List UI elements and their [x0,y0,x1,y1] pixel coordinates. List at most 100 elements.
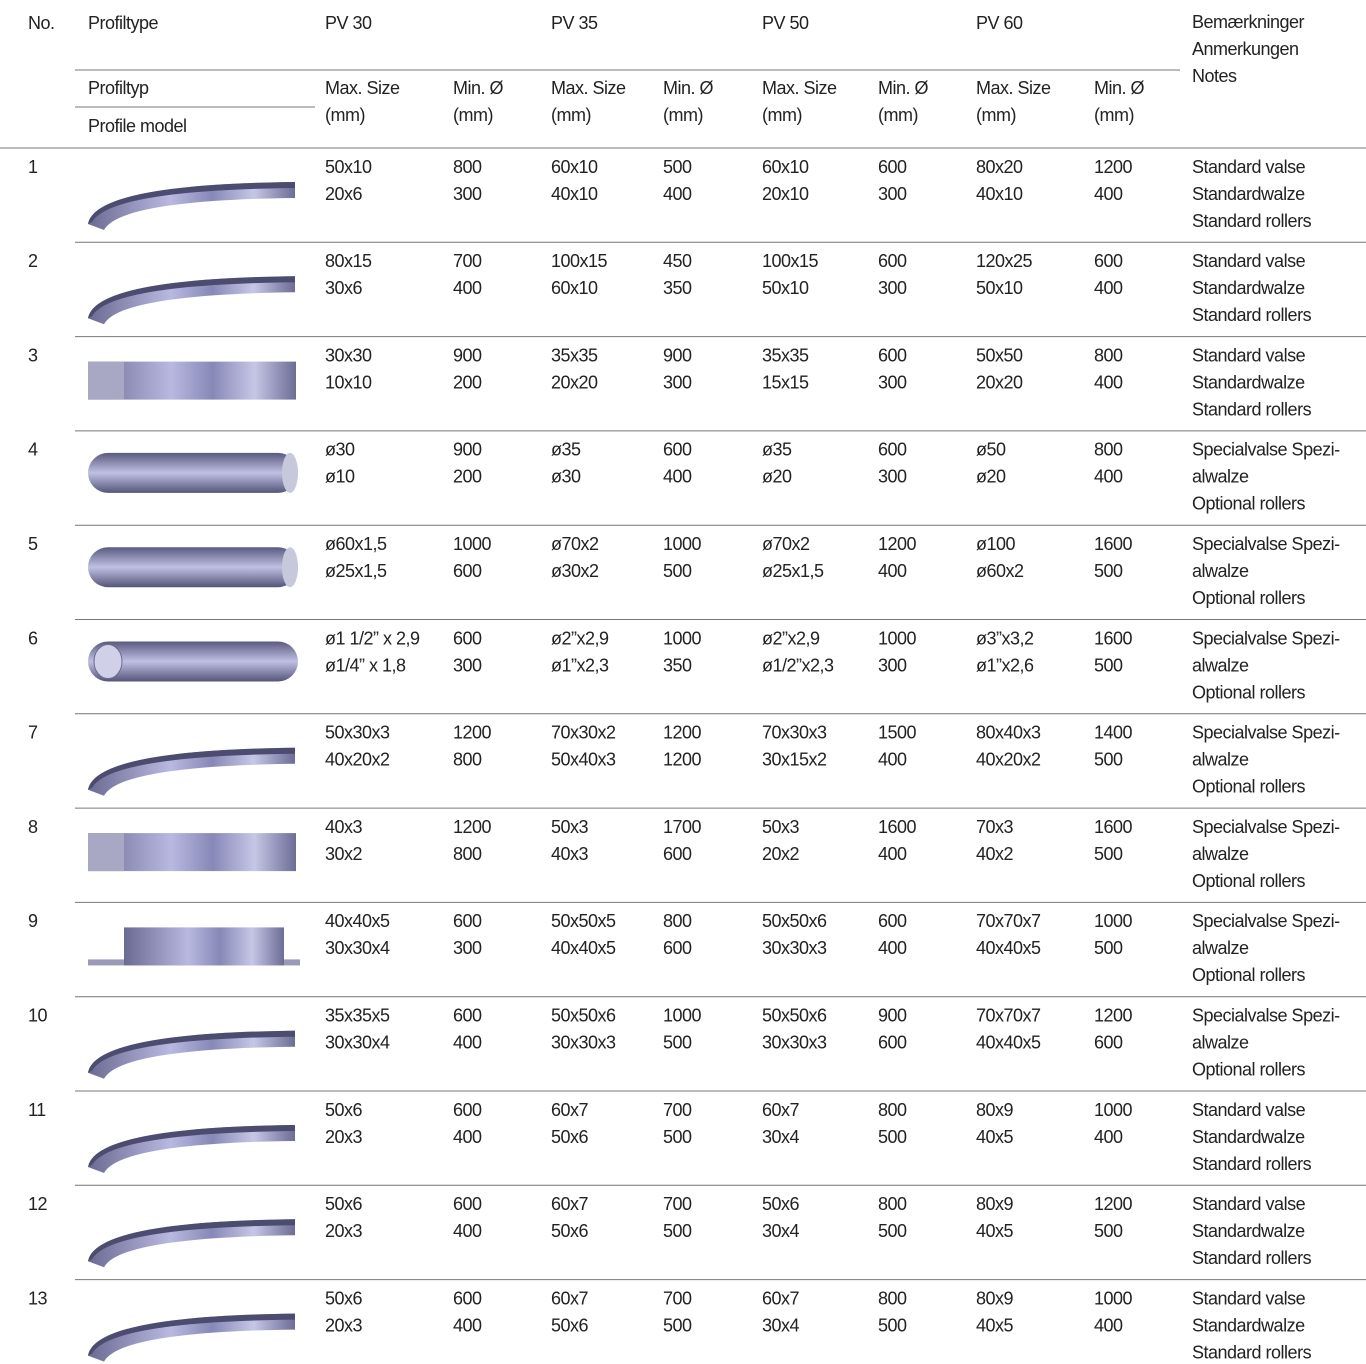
cell: 1000 [1094,1288,1133,1308]
row-no: 12 [28,1194,48,1214]
cell: 50x10 [762,278,809,298]
header-min_d: Min. Ø [663,78,714,98]
row-notes: Standard rollers [1192,1342,1312,1362]
cell: 600 [663,440,692,460]
cell: 35x35x5 [325,1005,390,1025]
profile-image [124,927,284,966]
row-notes: Specialvalse Spezi- [1192,817,1340,837]
cell: 50x3 [551,817,589,837]
cell: 400 [1094,1127,1123,1147]
row-no: 5 [28,534,38,554]
row-notes: Specialvalse Spezi- [1192,440,1340,460]
profile-image [88,1313,295,1362]
cell: 500 [1094,655,1123,675]
cell: 80x15 [325,251,372,271]
row-notes: Specialvalse Spezi- [1192,534,1340,554]
row-notes: Standardwalze [1192,1221,1305,1241]
cell: 600 [1094,251,1123,271]
cell: 60x7 [551,1194,589,1214]
cell: ø10 [325,467,355,487]
cell: ø20 [976,467,1006,487]
cell: 600 [878,1032,907,1052]
cell: 600 [453,1288,482,1308]
cell: ø100 [976,534,1016,554]
cell: 40x20x2 [976,750,1041,770]
profile-image [88,182,295,224]
header-max_size: Max. Size [976,78,1051,98]
cell: 400 [878,561,907,581]
cell: 400 [1094,1315,1123,1335]
cell: ø70x2 [551,534,599,554]
cell: 400 [663,184,692,204]
cell: 400 [1094,467,1123,487]
cell: 80x9 [976,1100,1014,1120]
cell: 1200 [663,750,702,770]
cell: ø25x1,5 [325,561,387,581]
row-no: 3 [28,345,38,365]
cell: 70x70x7 [976,1005,1041,1025]
row-notes: Standard rollers [1192,1154,1312,1174]
row-notes: alwalze [1192,750,1249,770]
profile-image [88,1030,295,1073]
cell: 450 [663,251,692,271]
profile-image [282,547,298,588]
cell: 1000 [1094,1100,1133,1120]
cell: 30x30 [325,345,372,365]
profile-image [88,747,295,790]
row-notes: Standardwalze [1192,184,1305,204]
row-notes: Standardwalze [1192,372,1305,392]
cell: 300 [878,372,907,392]
cell: 40x10 [551,184,598,204]
profile-image [88,1125,295,1167]
cell: 600 [1094,1032,1123,1052]
cell: 900 [453,345,482,365]
row-notes: Specialvalse Spezi- [1192,911,1340,931]
header-max_size: Max. Size [325,78,400,98]
cell: 20x2 [762,844,800,864]
cell: 40x5 [976,1221,1014,1241]
profile-image [88,452,298,493]
cell: 30x2 [325,844,363,864]
cell: 40x5 [976,1127,1014,1147]
cell: 500 [878,1221,907,1241]
cell: 500 [663,561,692,581]
cell: 20x20 [551,372,598,392]
profile-image [88,747,295,796]
profile-image [88,1125,295,1173]
header-model: PV 30 [325,13,372,33]
cell: 600 [453,911,482,931]
header-profiltype: Profiltype [88,13,159,33]
cell: ø25x1,5 [762,561,824,581]
cell: 1600 [878,817,917,837]
header-model: PV 60 [976,13,1023,33]
cell: 100x15 [551,251,608,271]
cell: 600 [663,844,692,864]
cell: 700 [663,1194,692,1214]
cell: 300 [453,184,482,204]
cell: ø1”x2,6 [976,655,1034,675]
header-min_d: Min. Ø [878,78,929,98]
cell: 20x6 [325,184,363,204]
cell: 600 [453,628,482,648]
cell: 400 [453,1127,482,1147]
header-max_size: Max. Size [551,78,626,98]
header-min_d: (mm) [663,105,703,125]
row-no: 9 [28,911,38,931]
cell: 30x30x3 [762,1032,827,1052]
cell: ø30x2 [551,561,599,581]
cell: 50x6 [551,1221,589,1241]
cell: 500 [663,1315,692,1335]
cell: 60x7 [551,1288,589,1308]
row-notes: Specialvalse Spezi- [1192,1005,1340,1025]
row-notes: Specialvalse Spezi- [1192,628,1340,648]
cell: 500 [663,1127,692,1147]
row-notes: Optional rollers [1192,494,1306,514]
cell: ø1/2”x2,3 [762,655,834,675]
header-notes: Bemærkninger [1192,12,1305,32]
row-notes: alwalze [1192,938,1249,958]
cell: 900 [453,440,482,460]
row-notes: alwalze [1192,655,1249,675]
cell: 40x3 [325,817,363,837]
cell: 50x50x6 [551,1005,616,1025]
